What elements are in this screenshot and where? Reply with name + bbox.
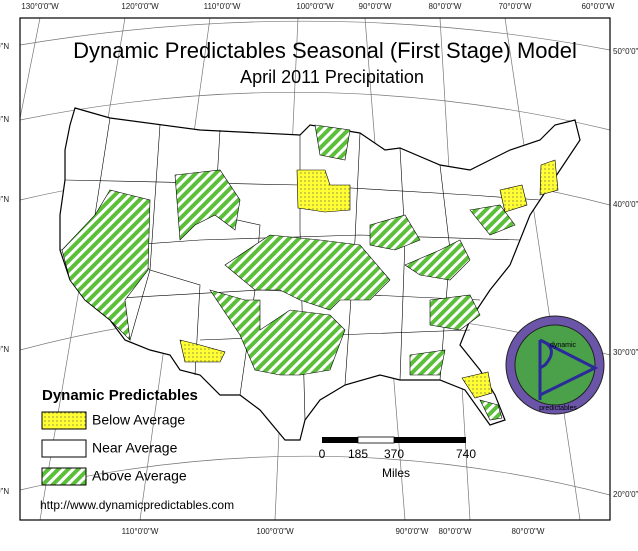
scale-tick-label: 185 <box>348 447 368 461</box>
border <box>344 132 361 386</box>
graticule-label: 40°0'0"N <box>0 195 9 204</box>
graticule-label: 90°0'0"W <box>396 527 429 536</box>
above-region <box>409 349 446 376</box>
legend-swatch-near <box>41 439 87 458</box>
below-region <box>296 169 351 213</box>
graticule-label: 20°0'0"N <box>613 490 638 499</box>
above-region <box>404 239 471 281</box>
above-region <box>314 124 351 161</box>
longitude-line <box>20 18 41 121</box>
graticule-label: 50°0'0"N <box>613 47 638 56</box>
below-region <box>179 339 226 363</box>
below-region <box>539 159 559 196</box>
above-region <box>429 294 481 331</box>
latitude-line <box>20 455 610 496</box>
scale-segment <box>357 436 395 444</box>
graticule-label: 60°0'0"W <box>582 2 615 11</box>
graticule-label: 100°0'0"W <box>296 2 334 11</box>
scale-bar: Miles <box>322 436 466 480</box>
legend-label: Above Average <box>92 468 187 484</box>
logo-inner <box>514 324 596 406</box>
below-region <box>461 371 493 399</box>
url: http://www.dynamicpredictables.com <box>40 498 234 512</box>
legend-title: Dynamic Predictables <box>42 387 198 404</box>
graticule-label: 30°0'0"N <box>613 348 638 357</box>
graticule-label: 90°0'0"W <box>359 2 392 11</box>
scale-tick-label: 0 <box>319 447 326 461</box>
above-region <box>369 214 421 251</box>
frame <box>19 17 611 521</box>
map-subtitle: April 2011 Precipitation <box>240 67 424 87</box>
latitude-line <box>20 20 610 51</box>
latitude-line <box>20 92 610 131</box>
legend-swatch-below <box>41 411 87 430</box>
graticule-label: 110°0'0"W <box>204 2 241 11</box>
above-region <box>479 399 503 421</box>
graticule-label: 80°0'0"W <box>512 527 545 536</box>
legend-swatch-above <box>41 467 87 486</box>
legend-label: Below Average <box>92 412 185 428</box>
above-region <box>174 169 241 241</box>
graticule-label: 45°0'0"N <box>0 115 9 124</box>
logo-bottom-text: predictables <box>539 405 577 412</box>
legend: Dynamic Predictables Below Average Near … <box>41 387 198 486</box>
scale-segment <box>394 437 466 443</box>
scale-unit: Miles <box>382 466 410 480</box>
graticule-label: 110°0'0"W <box>122 527 159 536</box>
graticule-label: 120°0'0"W <box>121 2 159 11</box>
logo-mark <box>538 338 599 400</box>
graticule-label: 40°0'0"N <box>613 200 638 209</box>
scale-segment <box>322 437 358 443</box>
below-average-regions <box>179 159 559 399</box>
graticule-label: 130°0'0"W <box>21 2 59 11</box>
map-title: Dynamic Predictables Seasonal (First Sta… <box>73 38 577 63</box>
graticule-label: 50°0'0"N <box>0 42 9 51</box>
graticule-label: 80°0'0"W <box>429 2 462 11</box>
scale-tick-label: 740 <box>456 447 476 461</box>
scale-tick-label: 370 <box>384 447 404 461</box>
below-region <box>499 184 528 213</box>
graticule-label: 70°0'0"W <box>499 2 532 11</box>
graticule-label: 30°0'0"N <box>0 345 9 354</box>
logo: dynamic predictables <box>505 315 605 415</box>
graticule-label: 20°0'0"N <box>0 487 9 496</box>
graticule-label: 100°0'0"W <box>256 527 294 536</box>
above-region <box>61 189 151 341</box>
above-average-regions <box>61 124 516 421</box>
above-region <box>469 204 516 236</box>
logo-top-text: dynamic <box>550 342 577 349</box>
above-region <box>224 234 391 311</box>
border <box>149 124 201 376</box>
longitude-line <box>504 18 581 520</box>
graticule-label: 80°0'0"W <box>439 527 472 536</box>
legend-label: Near Average <box>92 440 178 456</box>
above-region <box>209 289 346 376</box>
